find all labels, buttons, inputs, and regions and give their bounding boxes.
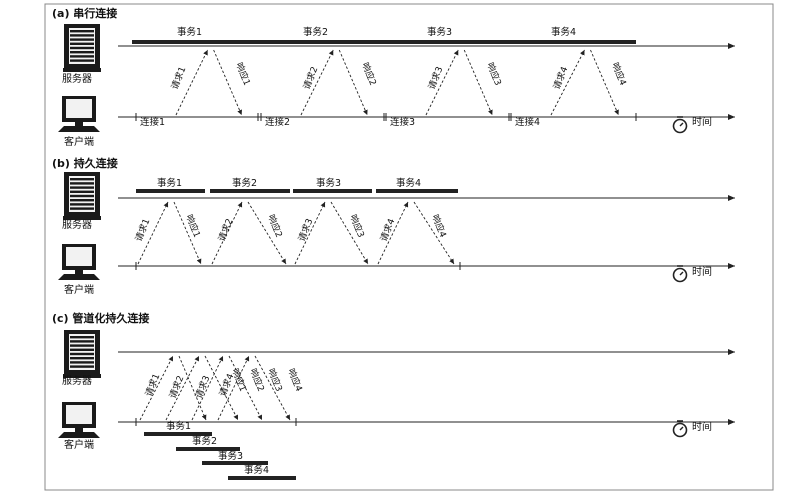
- transaction-bar: [376, 189, 458, 193]
- response-arrow: [413, 201, 455, 265]
- response-arrow: [330, 201, 369, 265]
- request-arrow: [191, 355, 224, 421]
- server-label: 服务器: [62, 74, 92, 85]
- time-label: 时间: [692, 422, 712, 433]
- response-arrow: [228, 355, 263, 421]
- transaction-label: 事务1: [166, 421, 192, 432]
- server-icon: [63, 24, 101, 72]
- server-icon: [63, 172, 101, 220]
- section-title-b: (b) 持久连接: [52, 157, 118, 170]
- transaction-label: 事务4: [551, 27, 577, 38]
- transaction-label: 事务1: [157, 178, 183, 189]
- request-arrow: [175, 49, 209, 116]
- request-arrow: [425, 49, 459, 116]
- transaction-bar: [257, 40, 384, 44]
- transaction-bar: [382, 40, 509, 44]
- transaction-label: 事务2: [303, 27, 329, 38]
- request-arrow: [137, 201, 169, 265]
- request-arrow: [165, 355, 200, 421]
- response-arrow: [590, 49, 619, 116]
- computer-monitor-icon: [58, 96, 100, 132]
- frame-border: [44, 3, 774, 491]
- server-label: 服务器: [62, 376, 92, 387]
- transaction-bar: [210, 189, 290, 193]
- response-arrow: [254, 355, 291, 421]
- transaction-bar: [228, 476, 296, 480]
- computer-monitor-icon: [58, 402, 100, 438]
- response-arrow: [173, 201, 202, 265]
- transaction-label: 事务3: [427, 27, 453, 38]
- transaction-bar: [176, 447, 240, 451]
- server-icon: [63, 330, 101, 378]
- connection-label: 连接4: [515, 117, 541, 128]
- transaction-label: 事务1: [177, 27, 203, 38]
- stopwatch-icon: [672, 116, 688, 134]
- response-arrow: [213, 49, 243, 116]
- transaction-label: 事务2: [192, 436, 218, 447]
- client-label: 客户端: [64, 137, 94, 148]
- request-arrow: [139, 355, 174, 421]
- transaction-bar: [293, 189, 372, 193]
- request-arrow: [211, 201, 243, 265]
- connection-label: 连接3: [390, 117, 416, 128]
- request-arrow: [550, 49, 585, 116]
- client-label: 客户端: [64, 285, 94, 296]
- computer-monitor-icon: [58, 244, 100, 280]
- response-arrow: [204, 355, 239, 421]
- transaction-label: 事务4: [396, 178, 422, 189]
- transaction-label: 事务3: [316, 178, 342, 189]
- time-label: 时间: [692, 117, 712, 128]
- transaction-bar: [507, 40, 636, 44]
- time-label: 时间: [692, 267, 712, 278]
- stopwatch-icon: [672, 420, 688, 438]
- client-label: 客户端: [64, 440, 94, 451]
- response-arrow: [463, 49, 493, 116]
- response-arrow: [338, 49, 368, 116]
- request-arrow: [300, 49, 334, 116]
- transaction-label: 事务3: [218, 451, 244, 462]
- request-arrow: [217, 355, 250, 421]
- connection-label: 连接2: [265, 117, 291, 128]
- section-title-c: (c) 管道化持久连接: [52, 312, 150, 325]
- transaction-bar: [136, 189, 205, 193]
- section-title-a: (a) 串行连接: [52, 7, 118, 20]
- server-label: 服务器: [62, 220, 92, 231]
- transaction-bar: [132, 40, 258, 44]
- request-arrow: [294, 201, 326, 265]
- transaction-label: 事务4: [244, 465, 270, 476]
- stopwatch-icon: [672, 265, 688, 283]
- response-arrow: [247, 201, 287, 265]
- transaction-label: 事务2: [232, 178, 258, 189]
- request-arrow: [377, 201, 409, 265]
- transaction-bar: [202, 461, 268, 465]
- connection-label: 连接1: [140, 117, 166, 128]
- transaction-bar: [144, 432, 212, 436]
